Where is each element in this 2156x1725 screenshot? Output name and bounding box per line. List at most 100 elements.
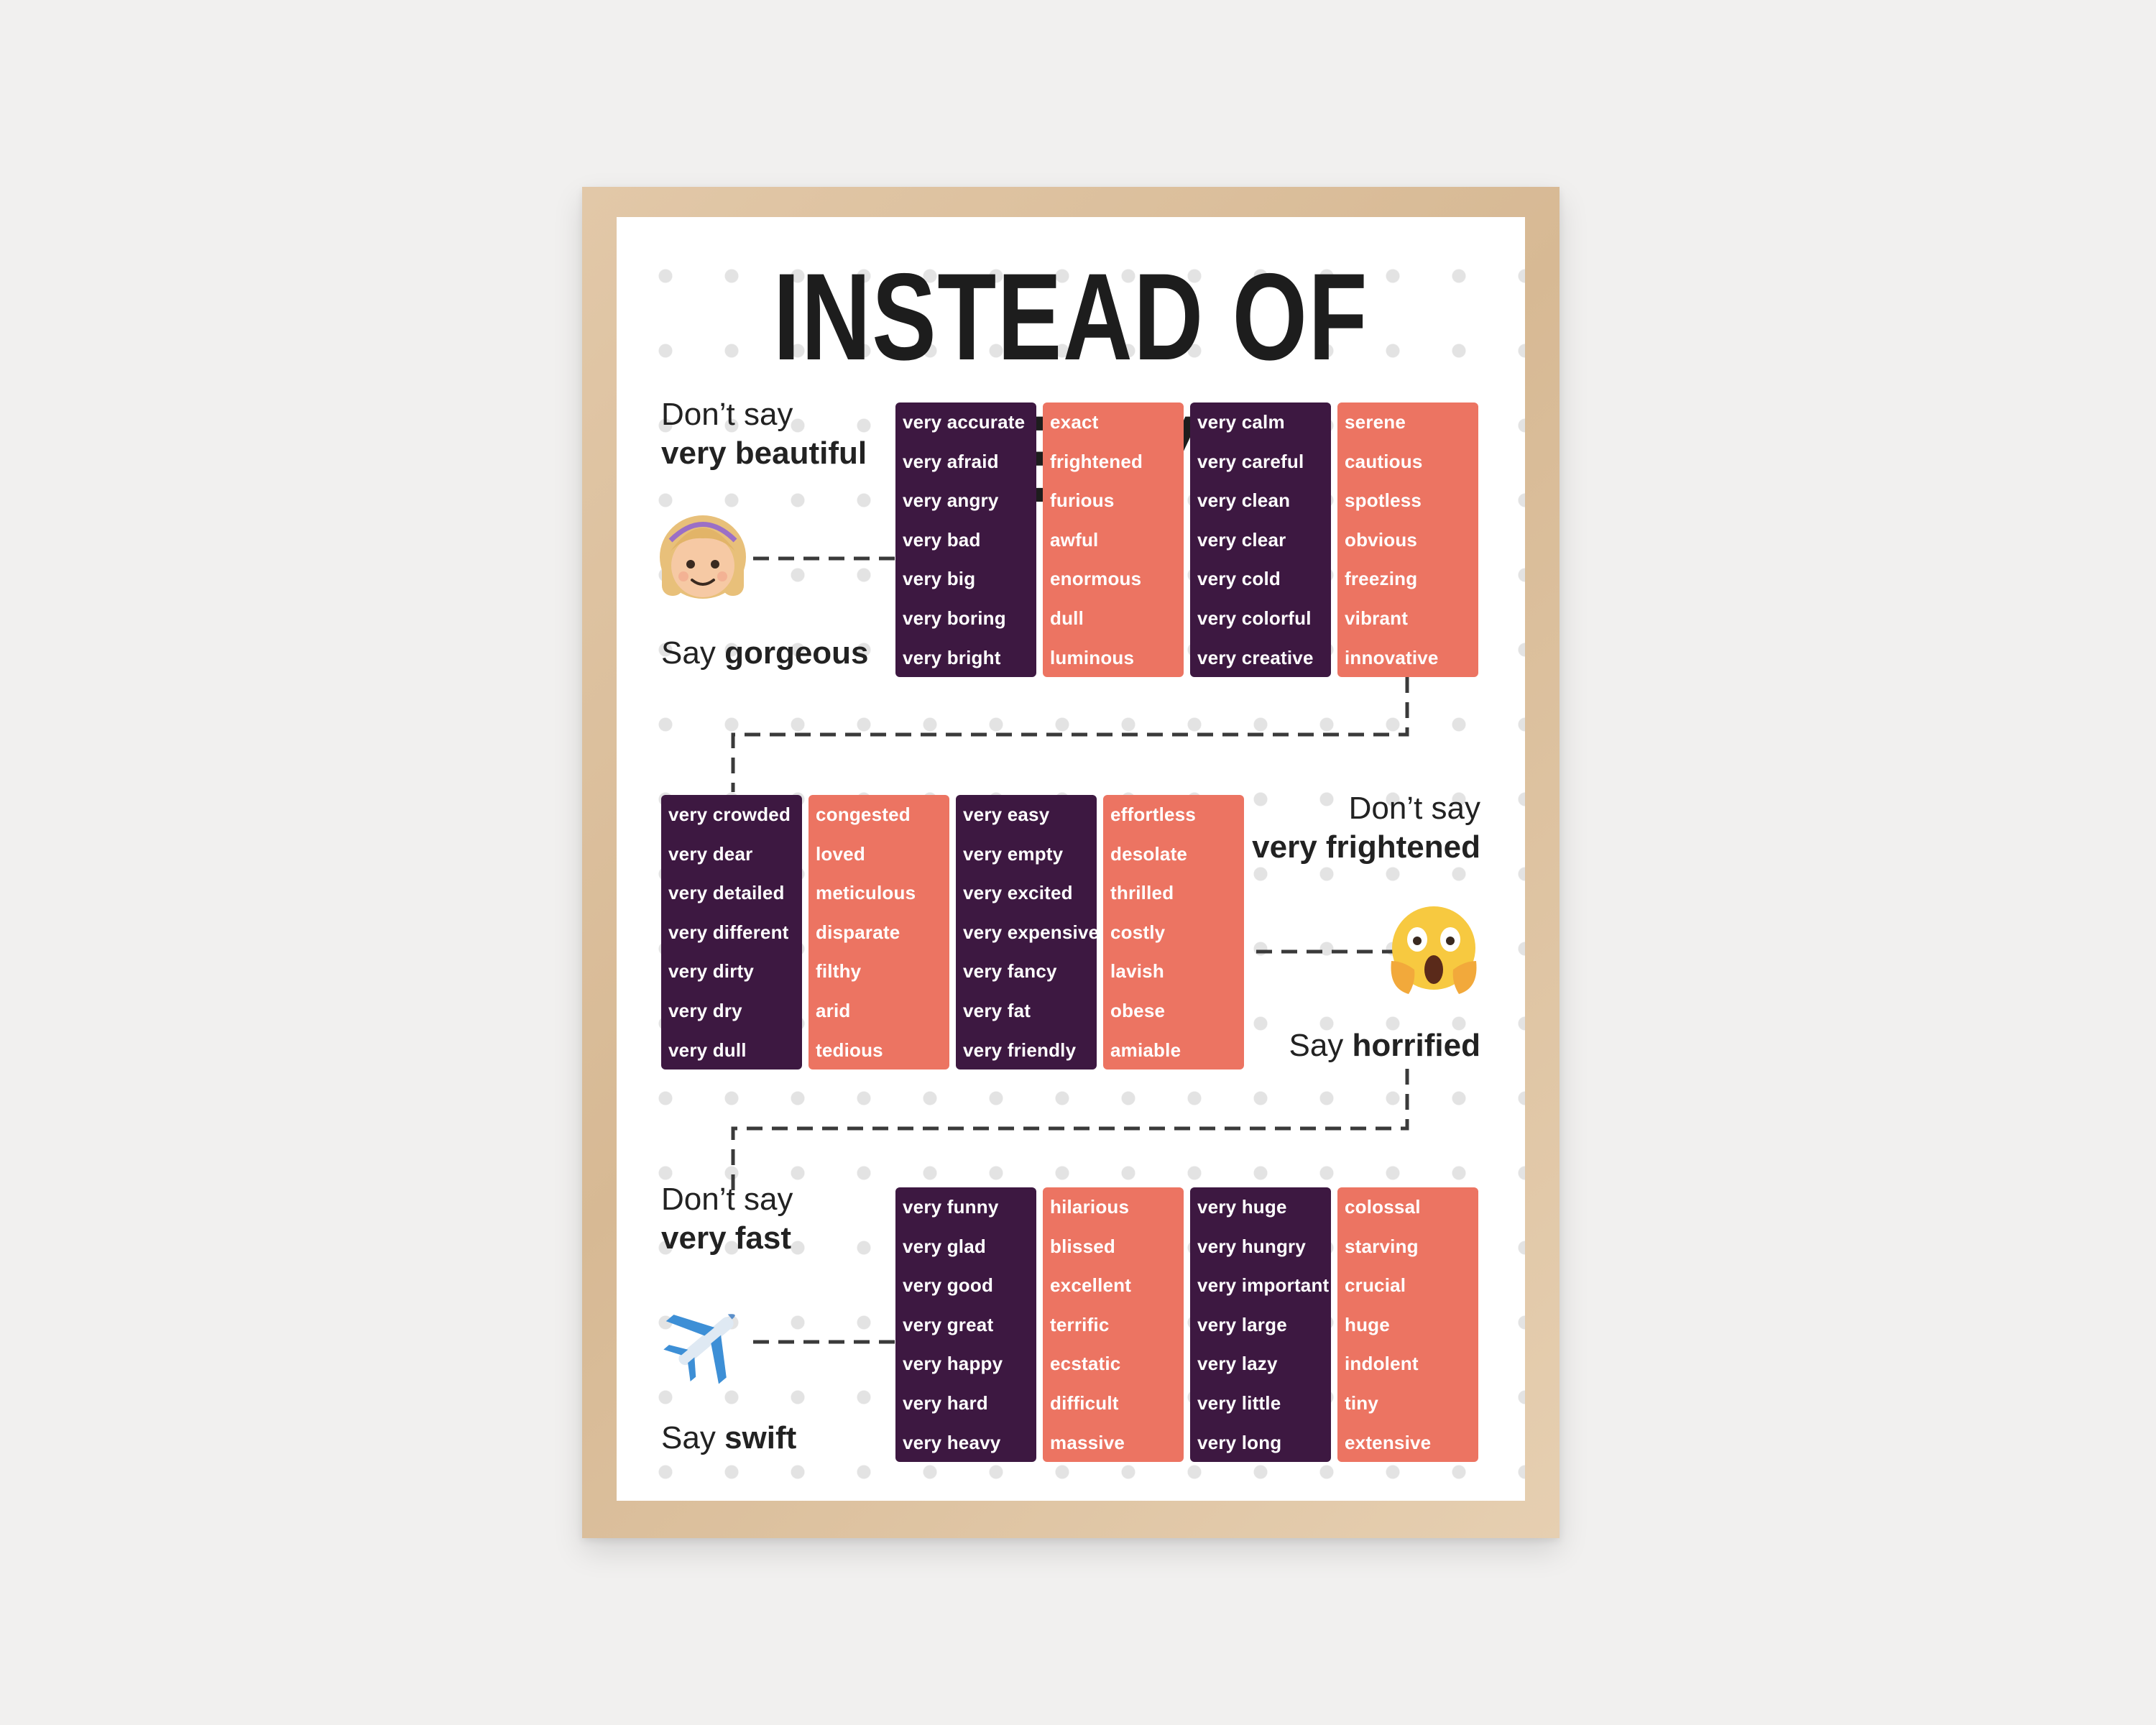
dont-say-label: Don’t say [1348,791,1480,826]
word-item: very dirty [668,960,755,983]
word-item: congested [816,804,911,825]
word-item: very little [1197,1392,1281,1414]
word-item: awful [1050,528,1099,551]
word-item: massive [1050,1431,1125,1453]
word-item: terrific [1050,1313,1110,1335]
word-item: very happy [903,1353,1003,1375]
word-item: very fat [963,999,1031,1021]
word-item: very expensive [963,921,1100,943]
word-item: indolent [1345,1353,1419,1375]
screaming-face-icon [1391,906,1477,994]
word-item: hilarious [1050,1196,1130,1218]
word-item: disparate [816,921,900,943]
airplane-icon [663,1314,735,1384]
dont-say-phrase: very beautiful [661,436,867,471]
word-item: very dear [668,842,753,865]
word-item: very afraid [903,450,999,472]
word-item: very dry [668,999,742,1021]
word-item: tiny [1345,1392,1379,1414]
word-item: very big [903,568,976,590]
word-column-very: very huge very hungry very important ver… [1190,1187,1331,1462]
dont-say-block-2: Don’t say very frightened [1252,789,1480,867]
say-label: Say [661,635,716,671]
connector-2 [731,677,1409,792]
word-item: enormous [1050,568,1142,590]
word-item: ecstatic [1050,1353,1121,1375]
word-item: very careful [1197,450,1304,472]
word-item: very angry [903,489,999,512]
word-item: effortless [1110,804,1197,825]
word-item: very dull [668,1039,747,1061]
word-item: excellent [1050,1274,1132,1297]
word-item: desolate [1110,842,1188,865]
word-item: very excited [963,882,1073,904]
word-item: luminous [1050,646,1135,668]
word-item: very large [1197,1313,1287,1335]
word-item: freezing [1345,568,1418,590]
say-label: Say [1289,1028,1344,1063]
word-item: very bright [903,646,1001,668]
word-item: very clean [1197,489,1291,512]
word-column-alternative: serene cautious spotless obvious freezin… [1337,402,1478,677]
word-item: very lazy [1197,1353,1278,1375]
word-item: very funny [903,1196,999,1218]
word-item: thrilled [1110,882,1174,904]
word-item: difficult [1050,1392,1119,1414]
poster: INSTEAD OF VERY Don’t say very beautiful… [617,217,1525,1501]
word-column-alternative: congested loved meticulous disparate fil… [808,795,949,1070]
word-item: colossal [1345,1196,1421,1218]
word-item: extensive [1345,1431,1432,1453]
word-item: dull [1050,607,1084,629]
word-item: filthy [816,960,862,983]
word-item: frightened [1050,450,1143,472]
dont-say-label: Don’t say [661,397,793,432]
word-item: crucial [1345,1274,1406,1297]
word-column-very: very crowded very dear very detailed ver… [661,795,802,1070]
word-item: very important [1197,1274,1330,1297]
word-column-very: very accurate very afraid very angry ver… [895,402,1036,677]
word-column-very: very easy very empty very excited very e… [956,795,1100,1070]
connector-4 [731,1069,1409,1195]
word-item: serene [1345,411,1406,433]
word-item: very cold [1197,568,1281,590]
dont-say-block-1: Don’t say very beautiful [661,395,867,473]
word-item: lavish [1110,960,1164,983]
word-column-alternative: exact frightened furious awful enormous … [1043,402,1184,677]
say-answer: gorgeous [724,635,869,671]
word-item: very creative [1197,646,1314,668]
word-item: very clear [1197,528,1286,551]
word-item: very hard [903,1392,988,1414]
word-item: very friendly [963,1039,1077,1061]
word-item: very huge [1197,1196,1287,1218]
word-column-very: very calm very careful very clean very c… [1190,402,1331,677]
say-answer: horrified [1352,1028,1480,1063]
word-column-alternative: colossal starving crucial huge indolent … [1337,1187,1478,1462]
dashed-connectors [731,556,1409,1344]
word-item: very boring [903,607,1006,629]
word-item: arid [816,999,851,1021]
word-item: amiable [1110,1039,1181,1061]
word-column-alternative: hilarious blissed excellent terrific ecs… [1043,1187,1184,1462]
word-item: loved [816,842,865,865]
word-item: very fancy [963,960,1057,983]
word-item: cautious [1345,450,1423,472]
word-item: very bad [903,528,981,551]
say-answer: swift [724,1420,797,1455]
dont-say-phrase: very fast [661,1220,792,1256]
word-item: very glad [903,1235,986,1257]
word-item: very different [668,921,789,943]
dont-say-phrase: very frightened [1252,829,1480,865]
word-item: exact [1050,411,1099,433]
word-item: very heavy [903,1431,1001,1453]
word-item: obese [1110,999,1166,1021]
word-item: furious [1050,489,1115,512]
word-item: very accurate [903,411,1026,433]
word-item: very good [903,1274,994,1297]
word-item: very hungry [1197,1235,1307,1257]
word-item: very crowded [668,804,791,825]
word-item: huge [1345,1313,1390,1335]
word-item: meticulous [816,882,916,904]
say-block-3: Say swift [661,1419,796,1458]
word-item: very detailed [668,882,785,904]
word-item: very calm [1197,411,1285,433]
